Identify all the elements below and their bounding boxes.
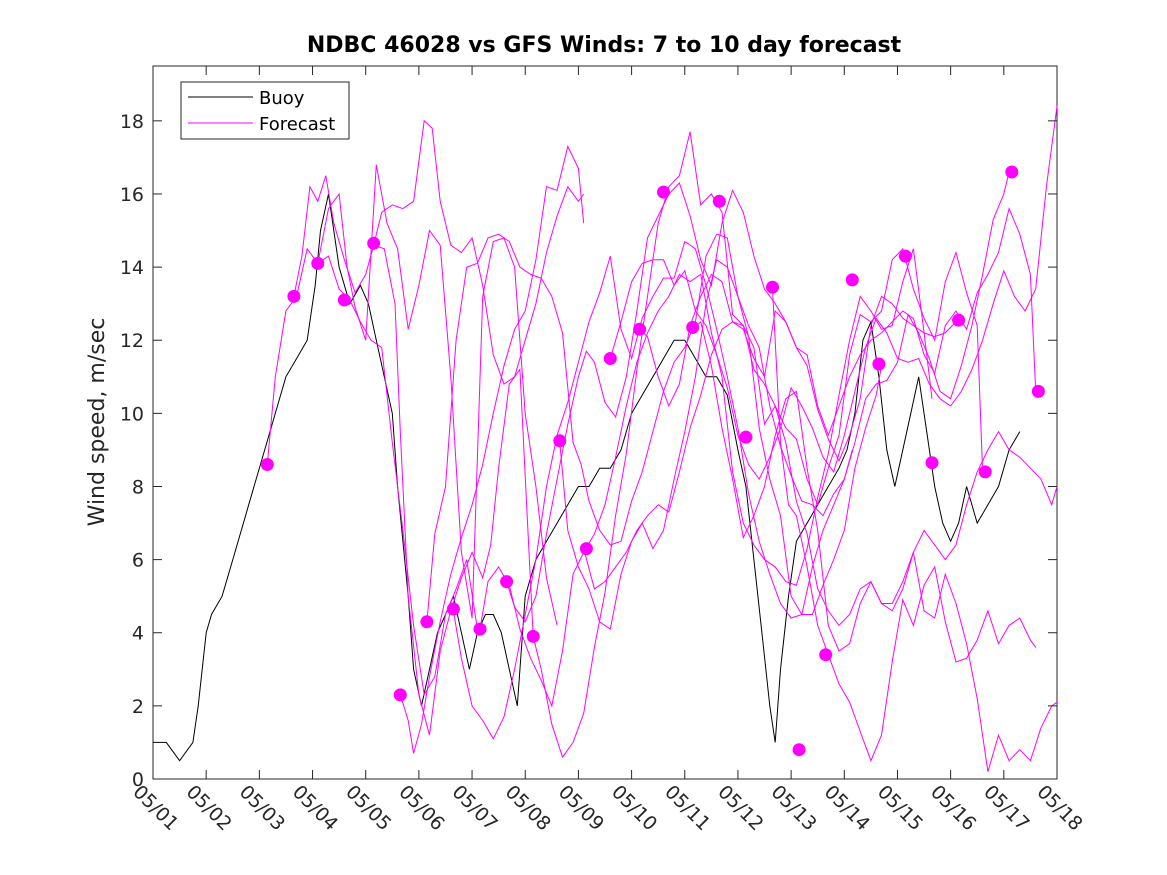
forecast-marker (260, 458, 274, 471)
y-tick-label: 4 (132, 623, 144, 645)
y-tick-label: 8 (132, 476, 144, 498)
forecast-marker (446, 602, 460, 616)
forecast-line-1 (266, 247, 478, 697)
forecast-marker (872, 357, 886, 371)
y-tick-label: 18 (120, 111, 144, 133)
y-tick-label: 6 (132, 550, 144, 572)
chart-title: NDBC 46028 vs GFS Winds: 7 to 10 day for… (307, 33, 902, 58)
forecast-line-15 (692, 320, 1058, 772)
forecast-marker (657, 185, 670, 199)
legend-label-buoy: Buoy (259, 88, 305, 109)
forecast-marker (311, 256, 325, 270)
forecast-marker (1031, 384, 1045, 398)
y-axis-label: Wind speed, m/sec (85, 318, 110, 527)
forecast-marker (579, 542, 593, 556)
forecast-marker (819, 648, 833, 662)
forecast-marker (500, 575, 514, 589)
forecast-line-7 (452, 240, 882, 740)
forecast-line-16 (772, 288, 1037, 763)
forecast-marker (526, 629, 540, 643)
forecast-line-13 (609, 106, 1058, 481)
forecast-line-12 (583, 206, 1037, 590)
forecast-line-3 (317, 164, 558, 626)
plot-area (152, 65, 1058, 780)
forecast-marker (633, 322, 647, 336)
data-layer (153, 106, 1058, 772)
forecast-marker (553, 434, 567, 448)
forecast-marker (603, 352, 617, 365)
legend: Buoy Forecast (180, 81, 350, 140)
forecast-line-5 (399, 144, 585, 754)
y-tick-label: 0 (132, 769, 144, 791)
forecast-marker (739, 430, 753, 444)
forecast-marker (712, 194, 726, 208)
legend-box (180, 81, 350, 140)
forecast-marker (367, 236, 381, 250)
legend-label-forecast: Forecast (259, 114, 335, 135)
forecast-marker (1005, 165, 1019, 179)
forecast-line-4 (373, 119, 585, 385)
forecast-marker (978, 465, 992, 479)
forecast-marker (766, 280, 779, 294)
forecast-marker (686, 320, 700, 334)
forecast-marker (845, 273, 859, 287)
forecast-line-9 (506, 182, 957, 623)
forecast-line-6 (426, 233, 853, 622)
forecast-marker (792, 743, 806, 757)
forecast-marker (337, 293, 351, 307)
forecast-marker (898, 249, 912, 263)
y-tick-label: 16 (120, 184, 144, 206)
forecast-marker (393, 688, 407, 702)
y-tick-label: 12 (120, 330, 144, 352)
y-tick-label: 2 (132, 696, 144, 718)
y-tick-label: 10 (120, 403, 144, 425)
forecast-marker (473, 622, 487, 636)
y-tick-label: 14 (120, 257, 144, 279)
forecast-marker (287, 289, 301, 303)
forecast-marker (952, 313, 966, 327)
forecast-line-2 (293, 175, 534, 736)
forecast-marker (420, 615, 434, 629)
forecast-marker (925, 456, 939, 470)
forecast-line-14 (639, 273, 1058, 627)
